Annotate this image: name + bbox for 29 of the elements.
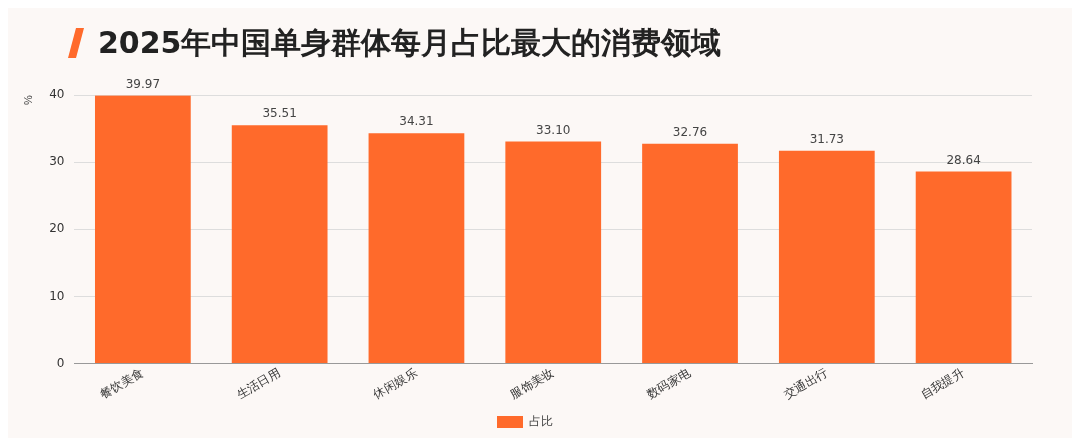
bar <box>778 150 875 364</box>
bar <box>642 143 738 364</box>
text: 34.31 <box>399 114 434 129</box>
bar <box>368 133 465 364</box>
bar <box>231 125 328 364</box>
x-tick-label: 休闲娱乐 <box>370 365 420 403</box>
y-tick-label: 10 <box>49 288 65 303</box>
text: 28.64 <box>946 152 981 167</box>
text: 35.51 <box>262 106 297 121</box>
bar <box>915 171 1012 364</box>
x-tick-label: 交通出行 <box>781 365 830 403</box>
text: 39.97 <box>125 76 161 91</box>
y-tick-label: 30 <box>49 154 65 169</box>
text: 31.73 <box>809 131 844 146</box>
y-tick-label: 20 <box>49 221 65 236</box>
text: 33.10 <box>536 122 571 137</box>
x-tick-label: 数码家电 <box>644 365 694 403</box>
y-tick-label: 0 <box>56 355 65 370</box>
y-axis-title: % <box>21 94 34 105</box>
x-tick-label: 自我提升 <box>918 365 967 403</box>
y-tick-label: 40 <box>49 87 65 102</box>
x-tick-label: 餐饮美食 <box>97 365 146 403</box>
x-tick-label: 生活日用 <box>234 365 283 403</box>
text: 32.76 <box>672 124 708 139</box>
legend-label: 占比 <box>529 414 553 429</box>
x-tick-label: 服饰美妆 <box>507 365 557 403</box>
chart-title: 2025年中国单身群体每月占比最大的消费领域 <box>98 23 722 62</box>
bar <box>505 141 602 364</box>
bar <box>94 95 191 364</box>
